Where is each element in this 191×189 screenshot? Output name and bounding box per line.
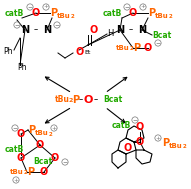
- Text: P: P: [28, 125, 35, 135]
- Text: catB: catB: [112, 121, 131, 129]
- Text: Ph: Ph: [3, 47, 12, 57]
- Text: O: O: [144, 43, 152, 53]
- Text: P: P: [133, 43, 140, 53]
- Text: P: P: [27, 167, 34, 177]
- Text: P: P: [50, 8, 57, 18]
- Text: tBu: tBu: [169, 143, 183, 149]
- Text: −: −: [132, 118, 138, 122]
- Text: O: O: [136, 122, 144, 132]
- Text: O: O: [124, 143, 132, 153]
- Text: Bcat: Bcat: [152, 30, 171, 40]
- Text: Bcat: Bcat: [33, 157, 52, 167]
- Text: −: −: [27, 5, 33, 9]
- Text: +: +: [13, 177, 19, 183]
- Text: –: –: [94, 95, 98, 105]
- Text: N: N: [138, 25, 146, 35]
- Text: 2: 2: [71, 15, 75, 19]
- Text: tBu: tBu: [116, 45, 130, 51]
- Text: +: +: [51, 125, 57, 130]
- Text: Bcat: Bcat: [103, 95, 122, 105]
- Text: −: −: [155, 40, 161, 46]
- Text: +: +: [140, 5, 146, 9]
- Text: −: −: [124, 5, 130, 9]
- Text: −: −: [12, 125, 18, 130]
- Text: 2: 2: [49, 132, 53, 136]
- Text: N: N: [43, 25, 51, 35]
- Text: O: O: [90, 25, 98, 35]
- Text: P: P: [72, 95, 79, 105]
- Text: –: –: [79, 95, 83, 105]
- Text: tBu: tBu: [35, 130, 49, 136]
- Text: O: O: [51, 153, 59, 163]
- Text: Ph: Ph: [17, 63, 27, 71]
- Text: tBu: tBu: [55, 95, 70, 105]
- Text: O: O: [36, 140, 44, 150]
- Text: catB: catB: [5, 146, 24, 154]
- Text: catB: catB: [5, 9, 24, 19]
- Text: tBu: tBu: [10, 169, 24, 175]
- Text: O: O: [83, 95, 93, 105]
- Text: O: O: [40, 167, 48, 177]
- Text: +: +: [43, 5, 49, 9]
- Text: O: O: [136, 137, 144, 147]
- Text: P: P: [162, 138, 169, 148]
- Text: 2: 2: [69, 98, 73, 104]
- Text: O: O: [129, 8, 137, 18]
- Text: −: −: [14, 22, 20, 28]
- Text: 2: 2: [24, 170, 28, 176]
- Text: −: −: [54, 22, 60, 28]
- Text: tBu: tBu: [57, 13, 71, 19]
- Text: O: O: [17, 153, 25, 163]
- Text: P: P: [148, 8, 155, 18]
- Text: –: –: [34, 26, 38, 35]
- Text: N: N: [116, 25, 124, 35]
- Text: catB: catB: [103, 9, 122, 19]
- Text: 2: 2: [130, 46, 134, 51]
- Text: tBu: tBu: [155, 13, 169, 19]
- Text: O: O: [32, 8, 40, 18]
- Text: Et: Et: [84, 50, 90, 54]
- Text: 2: 2: [169, 15, 173, 19]
- Text: O: O: [17, 129, 25, 139]
- Text: N: N: [21, 25, 29, 35]
- Text: O: O: [76, 47, 84, 57]
- Text: −: −: [62, 160, 68, 164]
- Text: +: +: [155, 136, 161, 140]
- Text: H: H: [107, 29, 113, 39]
- Text: 2: 2: [183, 145, 187, 149]
- Text: –: –: [129, 26, 133, 35]
